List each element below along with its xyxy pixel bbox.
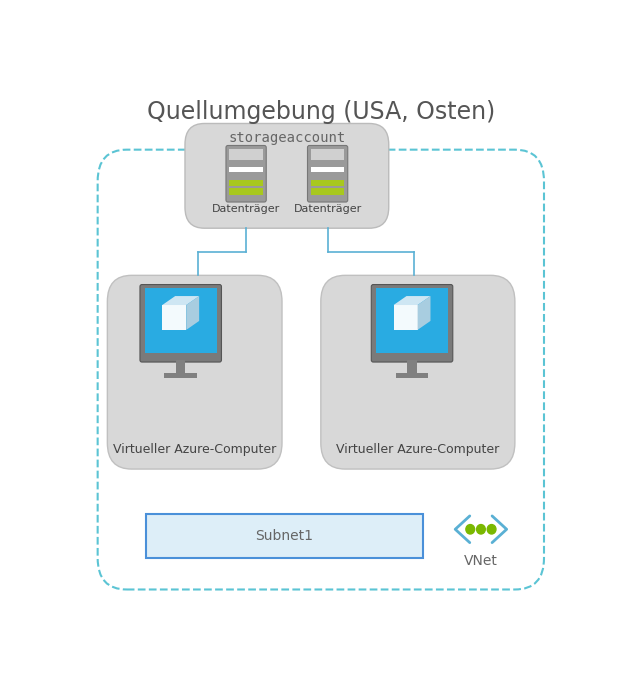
Bar: [229, 188, 263, 194]
Text: Datenträger: Datenträger: [294, 204, 362, 214]
Circle shape: [476, 524, 485, 534]
Bar: [311, 149, 344, 160]
Polygon shape: [418, 296, 431, 330]
Bar: [408, 360, 417, 373]
Bar: [229, 180, 263, 186]
Polygon shape: [162, 296, 199, 305]
Bar: [146, 513, 423, 558]
Bar: [311, 180, 344, 186]
FancyBboxPatch shape: [307, 146, 348, 202]
Polygon shape: [162, 305, 187, 330]
FancyBboxPatch shape: [98, 150, 544, 590]
Bar: [229, 149, 263, 160]
Circle shape: [466, 524, 475, 534]
Bar: [176, 360, 185, 373]
FancyBboxPatch shape: [371, 284, 453, 362]
Circle shape: [487, 524, 496, 534]
Bar: [376, 288, 448, 353]
FancyBboxPatch shape: [185, 124, 389, 228]
Text: VNet: VNet: [464, 554, 498, 568]
Text: Virtueller Azure-Computer: Virtueller Azure-Computer: [113, 443, 276, 456]
Text: Datenträger: Datenträger: [212, 204, 280, 214]
Text: Subnet1: Subnet1: [255, 529, 314, 543]
Polygon shape: [187, 296, 199, 330]
Bar: [311, 188, 344, 194]
Bar: [396, 373, 428, 378]
Bar: [229, 167, 263, 172]
Polygon shape: [394, 296, 431, 305]
FancyBboxPatch shape: [140, 284, 222, 362]
Bar: [165, 373, 197, 378]
FancyBboxPatch shape: [321, 275, 515, 469]
FancyBboxPatch shape: [108, 275, 282, 469]
FancyBboxPatch shape: [226, 146, 266, 202]
Text: Virtueller Azure-Computer: Virtueller Azure-Computer: [336, 443, 500, 456]
Polygon shape: [394, 305, 418, 330]
Bar: [145, 288, 217, 353]
Bar: [311, 167, 344, 172]
Text: Quellumgebung (USA, Osten): Quellumgebung (USA, Osten): [146, 100, 495, 124]
Text: storageaccount: storageaccount: [228, 131, 346, 146]
